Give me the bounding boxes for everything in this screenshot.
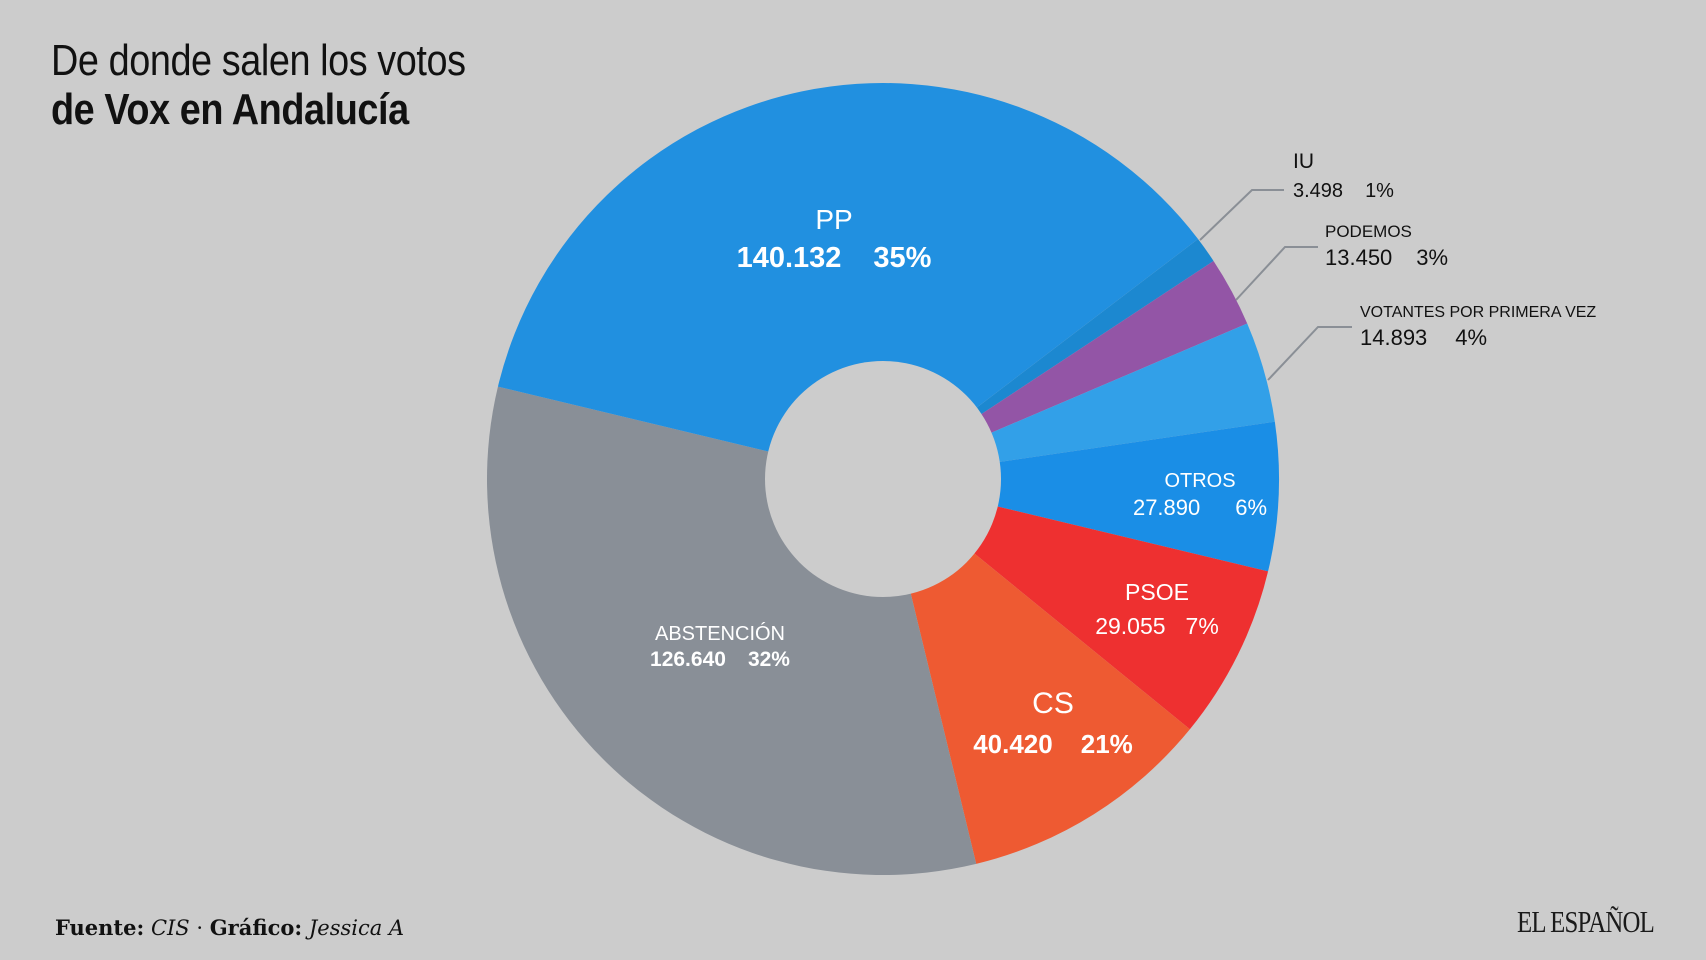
slice-label-cs: CS [1032,687,1074,720]
leader-lines-group [1199,189,1352,381]
source-label: Fuente: [55,915,145,940]
chart-title: De donde salen los votos de Vox en Andal… [51,36,533,135]
leader-line-iu [1199,189,1284,241]
source-value: CIS [150,916,190,940]
slice-value-cs: 40.420 21% [973,729,1133,759]
chart-title-line2: de Vox en Andalucía [51,85,409,135]
chart-title-line1: De donde salen los votos [51,36,466,85]
graphic-label: Gráfico: [209,915,303,940]
slice-label-podemos: PODEMOS [1325,222,1412,241]
graphic-value: Jessica A [308,916,405,940]
footer-credits: Fuente: CIS · Gráfico: Jessica A [55,915,404,940]
el-espanol-logo: EL ESPAÑOL [1517,904,1655,939]
slice-label-votantes-por-primera-vez: VOTANTES POR PRIMERA VEZ [1360,304,1596,321]
slice-value-votantes-por-primera-vez: 14.893 4% [1360,325,1487,350]
footer-separator: · [196,916,204,940]
leader-line-votantes-por-primera-vez [1267,326,1352,381]
slice-value-podemos: 13.450 3% [1325,245,1448,270]
slice-value-psoe: 29.055 7% [1095,613,1219,639]
slice-label-pp: PP [815,204,852,235]
slice-label-abstencion: ABSTENCIÓN [655,622,785,645]
labels-group: IU 3.498 1% PODEMOS 13.450 3% VOTANTES POR PRI… [650,150,1596,759]
slice-value-pp: 140.132 35% [737,242,932,274]
leader-line-podemos [1235,246,1318,301]
donut-hole [765,361,1001,597]
slice-label-iu: IU [1293,150,1314,173]
slice-value-iu: 3.498 1% [1293,180,1394,202]
slice-cs [883,479,1190,864]
slice-value-otros: 27.890 6% [1133,495,1267,520]
slice-pp [497,83,1199,479]
slice-otros [883,421,1279,572]
slice-label-psoe: PSOE [1125,579,1189,605]
slice-label-otros: OTROS [1164,470,1235,492]
slice-value-abstencion: 126.640 32% [650,648,790,671]
